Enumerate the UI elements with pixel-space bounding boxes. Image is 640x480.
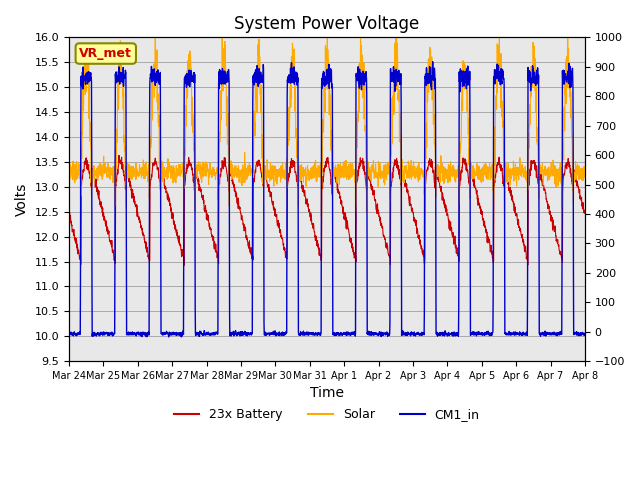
Text: VR_met: VR_met <box>79 47 132 60</box>
X-axis label: Time: Time <box>310 386 344 400</box>
Y-axis label: Volts: Volts <box>15 182 29 216</box>
Title: System Power Voltage: System Power Voltage <box>234 15 420 33</box>
Legend: 23x Battery, Solar, CM1_in: 23x Battery, Solar, CM1_in <box>169 403 484 426</box>
